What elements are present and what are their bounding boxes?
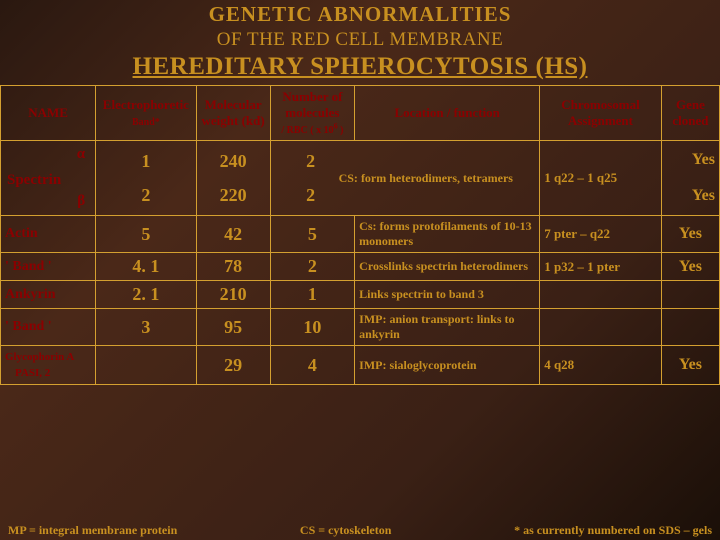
footer: MP = integral membrane protein CS = cyto… — [0, 523, 720, 538]
row-spectrin: α Spectrin β 12 240220 2 2 CS: form hete… — [1, 141, 720, 216]
ankyrin-num: 1 — [270, 281, 355, 309]
band4-band: 4. 1 — [96, 253, 196, 281]
glyco-mw: 29 — [196, 346, 270, 385]
actin-name: Actin — [1, 216, 96, 253]
hdr-num: Number of molecules / RBC ( x 106 ) — [270, 86, 355, 141]
hdr-chr: Chromosomal Assignment — [540, 86, 662, 141]
spectrin-mw: 240220 — [196, 141, 270, 216]
actin-chr: 7 pter – q22 — [540, 216, 662, 253]
ankyrin-mw: 210 — [196, 281, 270, 309]
actin-band: 5 — [96, 216, 196, 253]
ankyrin-chr — [540, 281, 662, 309]
actin-num: 5 — [270, 216, 355, 253]
hdr-name: NAME — [1, 86, 96, 141]
band4-mw: 78 — [196, 253, 270, 281]
ankyrin-band: 2. 1 — [96, 281, 196, 309]
band3-gene — [661, 309, 719, 346]
glyco-num: 4 — [270, 346, 355, 385]
band3-mw: 95 — [196, 309, 270, 346]
hdr-mw: Molecular weight (kd) — [196, 86, 270, 141]
glyco-chr: 4 q28 — [540, 346, 662, 385]
band4-name: ' Band ' — [1, 253, 96, 281]
title-line-1: GENETIC ABNORMALITIES — [0, 2, 720, 27]
band3-loc: IMP: anion transport: links to ankyrin — [355, 309, 540, 346]
actin-mw: 42 — [196, 216, 270, 253]
glyco-name: Glycophorin A PASI, 2 — [1, 346, 96, 385]
ankyrin-gene — [661, 281, 719, 309]
band3-chr — [540, 309, 662, 346]
spectrin-band: 12 — [96, 141, 196, 216]
glyco-band — [96, 346, 196, 385]
glyco-loc: IMP: sialoglycoprotein — [355, 346, 540, 385]
glyco-gene: Yes — [661, 346, 719, 385]
band3-band: 3 — [96, 309, 196, 346]
actin-loc: Cs: forms protofilaments of 10-13 monome… — [355, 216, 540, 253]
hdr-band: Electrophoretic Band* — [96, 86, 196, 141]
band4-gene: Yes — [661, 253, 719, 281]
row-glycophorin: Glycophorin A PASI, 2 29 4 IMP: sialogly… — [1, 346, 720, 385]
title-line-2: OF THE RED CELL MEMBRANE — [0, 29, 720, 51]
hdr-gene: Gene cloned — [661, 86, 719, 141]
band4-chr: 1 p32 – 1 pter — [540, 253, 662, 281]
ankyrin-name: Ankyrin — [1, 281, 96, 309]
band3-name: ' Band ' — [1, 309, 96, 346]
band3-num: 10 — [270, 309, 355, 346]
band4-loc: Crosslinks spectrin heterodimers — [355, 253, 540, 281]
hdr-loc: Location / function — [355, 86, 540, 141]
membrane-table: NAME Electrophoretic Band* Molecular wei… — [0, 85, 720, 385]
row-ankyrin: Ankyrin 2. 1 210 1 Links spectrin to ban… — [1, 281, 720, 309]
title-line-3: HEREDITARY SPHEROCYTOSIS (HS) — [0, 53, 720, 81]
spectrin-chr: 1 q22 – 1 q25 — [540, 141, 662, 216]
footer-left: MP = integral membrane protein — [8, 523, 177, 538]
header-row: NAME Electrophoretic Band* Molecular wei… — [1, 86, 720, 141]
row-actin: Actin 5 42 5 Cs: forms protofilaments of… — [1, 216, 720, 253]
spectrin-name-cell: α Spectrin β — [1, 141, 96, 216]
ankyrin-loc: Links spectrin to band 3 — [355, 281, 540, 309]
row-band3: ' Band ' 3 95 10 IMP: anion transport: l… — [1, 309, 720, 346]
actin-gene: Yes — [661, 216, 719, 253]
row-band4: ' Band ' 4. 1 78 2 Crosslinks spectrin h… — [1, 253, 720, 281]
spectrin-gene: YesYes — [661, 141, 719, 216]
spectrin-num-loc: 2 2 CS: form heterodimers, tetramers — [270, 141, 540, 216]
footer-right: * as currently numbered on SDS – gels — [514, 523, 712, 538]
band4-num: 2 — [270, 253, 355, 281]
footer-mid: CS = cytoskeleton — [300, 523, 392, 538]
